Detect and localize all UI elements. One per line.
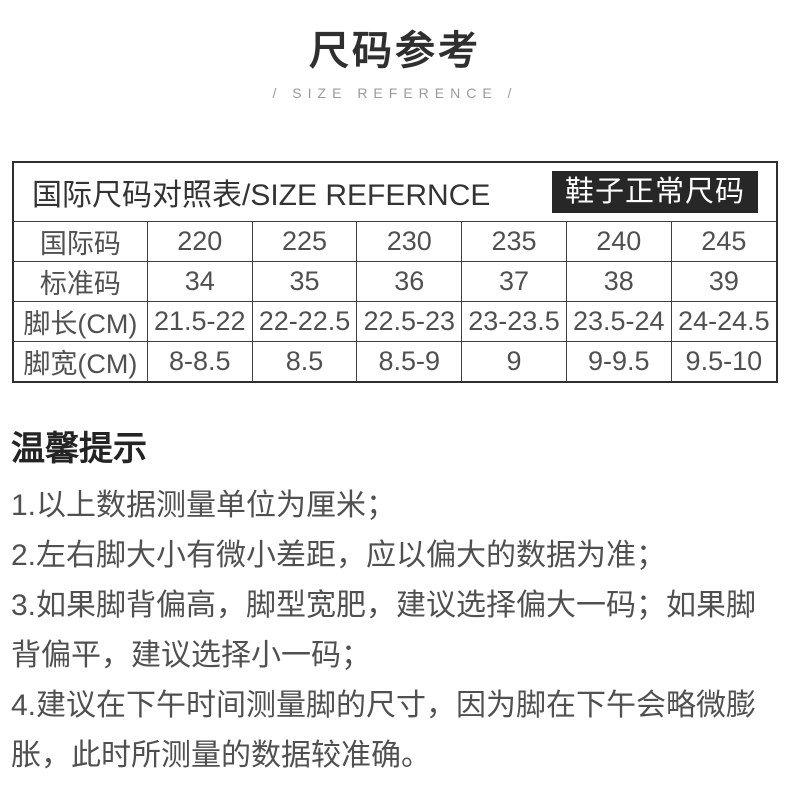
size-cell: 235	[461, 221, 567, 262]
size-cell: 245	[670, 221, 777, 262]
table-row-standard-size: 标准码 34 35 36 37 38 39	[13, 261, 777, 302]
size-cell: 225	[251, 221, 358, 262]
size-cell: 38	[565, 261, 672, 302]
row-label: 标准码	[13, 261, 148, 302]
tip-item-4: 4.建议在下午时间测量脚的尺寸，因为脚在下午会略微膨胀，此时所测量的数据较准确。	[11, 689, 757, 772]
size-cell: 23.5-24	[565, 301, 672, 342]
table-row-international-size: 国际码 220 225 230 235 240 245	[13, 221, 777, 262]
size-table-badge: 鞋子正常尺码	[551, 171, 758, 213]
tips-heading: 温馨提示	[11, 430, 147, 468]
size-chart-table: 国际码 220 225 230 235 240 245 标准码 34 35 36…	[13, 221, 777, 382]
size-cell: 220	[146, 221, 253, 262]
size-cell: 22-22.5	[251, 301, 358, 342]
size-cell: 39	[670, 261, 777, 302]
row-label: 脚长(CM)	[13, 301, 148, 342]
size-cell: 9	[461, 341, 567, 382]
size-cell: 24-24.5	[670, 301, 777, 342]
size-cell: 9.5-10	[670, 341, 777, 382]
size-cell: 37	[461, 261, 567, 302]
size-cell: 9-9.5	[565, 341, 672, 382]
table-row-foot-width: 脚宽(CM) 8-8.5 8.5 8.5-9 9 9-9.5 9.5-10	[13, 341, 777, 382]
size-cell: 34	[146, 261, 253, 302]
size-cell: 230	[356, 221, 463, 262]
page-header: 尺码参考 / SIZE REFERENCE /	[0, 0, 790, 101]
size-table-header: 国际尺码对照表/SIZE REFERNCE 鞋子正常尺码	[14, 163, 776, 222]
tip-item-2: 2.左右脚大小有微小差距，应以偏大的数据为准；	[11, 539, 667, 572]
size-cell: 22.5-23	[356, 301, 463, 342]
size-cell: 8.5-9	[356, 341, 463, 382]
size-cell: 8-8.5	[146, 341, 253, 382]
size-table-title: 国际尺码对照表/SIZE REFERNCE	[32, 179, 491, 212]
row-label: 国际码	[13, 221, 148, 262]
page-subtitle: / SIZE REFERENCE /	[272, 85, 518, 101]
tip-item-1: 1.以上数据测量单位为厘米；	[11, 489, 397, 522]
size-cell: 23-23.5	[461, 301, 567, 342]
size-cell: 240	[565, 221, 672, 262]
size-cell: 8.5	[251, 341, 358, 382]
size-cell: 21.5-22	[146, 301, 253, 342]
size-cell: 35	[251, 261, 358, 302]
table-row-foot-length: 脚长(CM) 21.5-22 22-22.5 22.5-23 23-23.5 2…	[13, 301, 777, 342]
size-table: 国际尺码对照表/SIZE REFERNCE 鞋子正常尺码 国际码 220 225…	[12, 161, 778, 383]
size-cell: 36	[356, 261, 463, 302]
tips-section: 温馨提示 1.以上数据测量单位为厘米； 2.左右脚大小有微小差距，应以偏大的数据…	[11, 429, 778, 781]
row-label: 脚宽(CM)	[13, 341, 148, 382]
tip-item-3: 3.如果脚背偏高，脚型宽肥，建议选择偏大一码；如果脚背偏平，建议选择小一码；	[11, 589, 757, 672]
page-title: 尺码参考	[309, 29, 481, 73]
